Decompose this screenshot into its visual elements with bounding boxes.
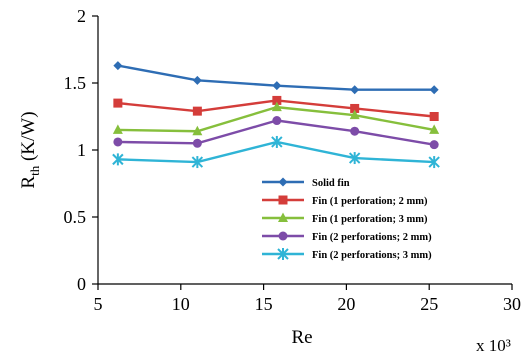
data-point-marker	[272, 116, 282, 126]
data-point-marker	[278, 212, 288, 222]
x-tick-label: 15	[255, 294, 273, 314]
series-0	[113, 61, 439, 95]
data-point-marker	[428, 156, 440, 169]
series-3	[113, 116, 439, 150]
legend: Solid fin Fin (1 perforation; 2 mm) Fin (1…	[262, 177, 432, 261]
data-point-marker	[113, 98, 123, 108]
legend-label: Fin (1 perforation; 2 mm)	[312, 196, 428, 207]
y-tick-label: 0.5	[64, 207, 87, 227]
data-point-marker	[350, 85, 360, 95]
plot-area	[112, 61, 440, 169]
data-point-marker	[272, 95, 282, 105]
x-tick-label: 20	[337, 294, 355, 314]
data-point-marker	[192, 138, 202, 148]
series-1	[113, 95, 439, 121]
data-point-marker	[349, 109, 360, 120]
data-point-marker	[112, 124, 123, 134]
legend-item: Solid fin	[262, 177, 350, 189]
data-point-marker	[429, 112, 439, 121]
data-point-marker	[113, 137, 123, 147]
x-axis-label: Re	[291, 327, 312, 348]
tick-labels: 00.511.525 10 15 20 25 30	[64, 6, 522, 314]
data-point-marker	[429, 124, 440, 134]
data-point-marker	[429, 85, 439, 95]
legend-item: Fin (1 perforation; 3 mm)	[262, 212, 428, 225]
y-tick-label: 2	[77, 6, 86, 26]
data-point-marker	[191, 156, 204, 169]
legend-item: Fin (1 perforation; 2 mm)	[262, 195, 428, 207]
data-point-marker	[278, 195, 288, 205]
data-point-marker	[192, 106, 202, 116]
y-tick-label: 1	[77, 140, 86, 160]
data-point-marker	[348, 152, 361, 165]
data-point-marker	[278, 231, 288, 241]
data-point-marker	[278, 177, 288, 187]
legend-item: Fin (2 perforations; 3 mm)	[262, 248, 432, 261]
y-axis-label-sub: th	[27, 165, 42, 176]
data-point-marker	[350, 103, 360, 113]
data-point-marker	[271, 101, 282, 112]
data-point-marker	[429, 140, 439, 150]
x-tick-label: 10	[172, 294, 190, 314]
x-tick-label: 30	[503, 294, 521, 314]
x-tick-label: 5	[94, 294, 103, 314]
x-axis-multiplier: x 10³	[476, 336, 511, 355]
legend-item: Fin (2 perforations; 2 mm)	[262, 231, 432, 243]
y-tick-label: 1.5	[64, 73, 87, 93]
y-tick-label: 0	[77, 274, 86, 294]
y-axis-label-main: R	[18, 176, 39, 189]
y-axis-label: Rth (K/W)	[18, 111, 42, 188]
legend-label: Fin (1 perforation; 3 mm)	[312, 214, 428, 225]
series-2	[112, 101, 440, 136]
data-point-marker	[272, 81, 282, 91]
data-point-marker	[192, 75, 202, 85]
data-point-marker	[277, 248, 289, 260]
y-axis-label-unit: (K/W)	[18, 111, 39, 165]
data-point-marker	[113, 61, 123, 71]
x-tick-label: 25	[420, 294, 438, 314]
data-point-marker	[112, 153, 124, 166]
axes	[92, 15, 513, 290]
series-4	[112, 135, 440, 169]
data-point-marker	[271, 135, 283, 148]
legend-label: Solid fin	[312, 178, 350, 189]
data-point-marker	[192, 125, 203, 136]
legend-label: Fin (2 perforations; 3 mm)	[312, 250, 432, 261]
data-point-marker	[350, 126, 360, 136]
legend-label: Fin (2 perforations; 2 mm)	[312, 232, 432, 243]
